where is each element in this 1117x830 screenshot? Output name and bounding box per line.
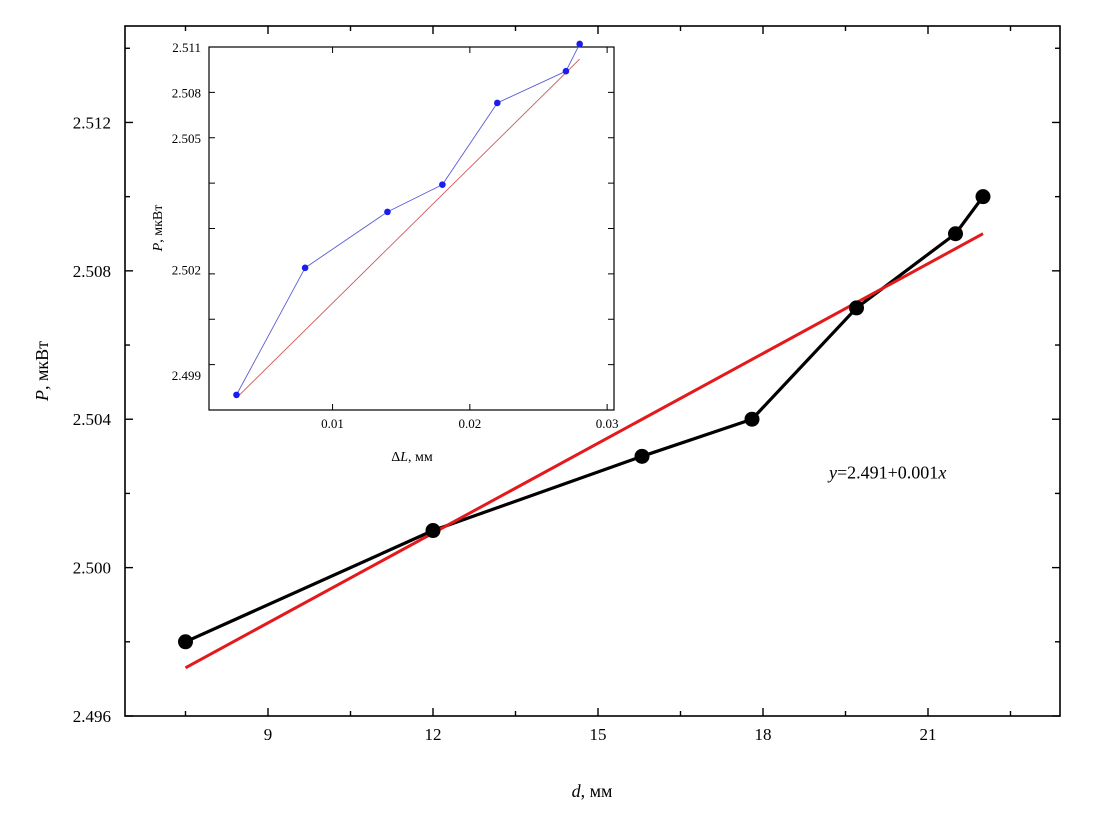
main-data-point (975, 189, 991, 205)
main-x-axis-label-var: d (572, 781, 582, 801)
main-data-points (178, 189, 991, 650)
inset-y-axis-label-unit: , мкВт (151, 205, 166, 243)
main-x-tick-label: 18 (755, 725, 772, 744)
inset-data-point (439, 181, 446, 188)
main-y-axis-label-unit: , мкВт (32, 341, 52, 390)
fit-equation: y=2.491+0.001x (827, 463, 946, 483)
main-data-point (178, 634, 193, 650)
main-x-tick-label: 21 (920, 725, 937, 744)
main-axis-ticks (125, 26, 1060, 717)
inset-data-points (233, 40, 583, 399)
inset-data-point (233, 391, 240, 399)
inset-y-tick-label: 2.499 (172, 368, 201, 383)
main-y-axis-label-var: P (32, 390, 52, 402)
inset-tick-labels: 0.01 0.02 0.03 2.505 2.508 2.511 2.499 2.502 (172, 40, 619, 431)
inset-y-tick-label: 2.505 (172, 131, 201, 146)
fit-equation-body: =2.491+0.001 (837, 463, 938, 483)
main-tick-labels: 9 12 15 18 21 2.496 2.500 2.504 2.508 2.512 (73, 113, 937, 744)
main-y-tick-label: 2.504 (73, 410, 112, 429)
fit-equation-x: x (937, 463, 946, 483)
inset-axis-ticks (209, 46, 614, 410)
main-y-tick-label: 2.500 (73, 559, 111, 578)
inset-y-tick-label: 2.511 (172, 40, 201, 55)
inset-y-tick-label: 2.502 (172, 262, 201, 277)
inset-data-point (384, 208, 391, 216)
inset-data-point (494, 99, 501, 107)
inset-x-axis-label-prefix: Δ (391, 450, 400, 465)
main-x-tick-label: 12 (425, 725, 442, 744)
main-plot-frame (124, 25, 1061, 717)
main-y-tick-label: 2.512 (73, 113, 111, 132)
inset-x-axis-label: ΔL, мм (391, 450, 433, 465)
inset-y-tick-label: 2.508 (172, 85, 201, 100)
main-data-point (634, 448, 650, 464)
inset-data-point (576, 40, 583, 48)
main-data-point (849, 300, 864, 316)
main-y-tick-label: 2.496 (73, 707, 111, 726)
main-y-axis-label: P, мкВт (32, 341, 52, 402)
main-x-tick-label: 15 (590, 725, 607, 744)
inset-x-tick-label: 0.01 (321, 416, 344, 431)
fit-equation-y: y (827, 463, 837, 483)
inset-x-axis-label-unit: , мм (408, 450, 433, 465)
inset-data-point (562, 67, 570, 75)
inset-plot: 0.01 0.02 0.03 2.505 2.508 2.511 2.499 2.502 ΔL… (151, 40, 619, 465)
inset-x-tick-label: 0.03 (596, 416, 619, 431)
main-data-point (744, 411, 760, 427)
main-x-axis-label: d, мм (572, 781, 613, 801)
inset-x-tick-label: 0.02 (458, 416, 481, 431)
inset-y-axis-label-var: P (151, 242, 166, 252)
inset-data-point (301, 264, 309, 272)
inset-fit-line (236, 58, 580, 399)
main-x-axis-label-unit: , мм (581, 781, 613, 801)
main-data-point (425, 523, 441, 539)
main-y-tick-label: 2.508 (73, 262, 111, 281)
inset-x-axis-label-var: L (399, 450, 408, 465)
main-x-tick-label: 9 (264, 725, 273, 744)
inset-y-axis-label: P, мкВт (151, 205, 166, 253)
main-data-point (948, 226, 963, 242)
inset-plot-frame (208, 46, 615, 411)
